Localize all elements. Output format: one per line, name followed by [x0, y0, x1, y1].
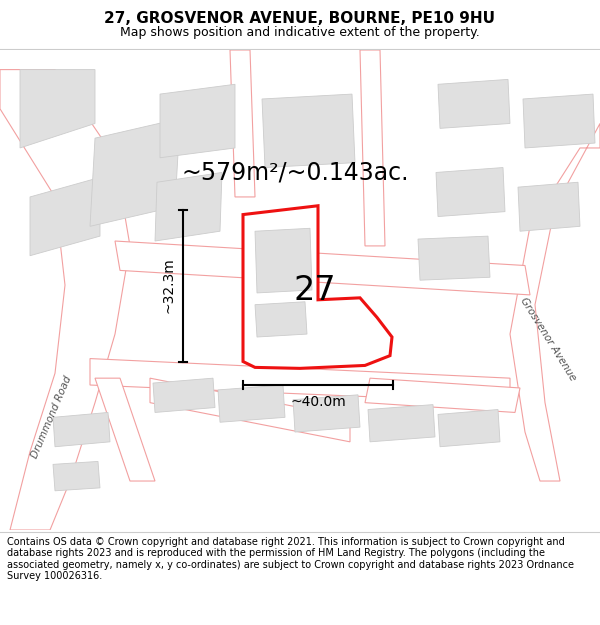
Polygon shape [0, 69, 130, 530]
Text: Grosvenor Avenue: Grosvenor Avenue [518, 296, 578, 382]
Polygon shape [150, 378, 350, 442]
Text: ~40.0m: ~40.0m [290, 395, 346, 409]
Text: 27, GROSVENOR AVENUE, BOURNE, PE10 9HU: 27, GROSVENOR AVENUE, BOURNE, PE10 9HU [104, 11, 496, 26]
Text: Map shows position and indicative extent of the property.: Map shows position and indicative extent… [120, 26, 480, 39]
Text: ~579m²/~0.143ac.: ~579m²/~0.143ac. [181, 161, 409, 184]
Polygon shape [438, 79, 510, 128]
Text: ~32.3m: ~32.3m [161, 258, 175, 314]
Polygon shape [360, 50, 385, 246]
Polygon shape [160, 84, 235, 158]
Polygon shape [365, 378, 520, 412]
Polygon shape [436, 168, 505, 216]
Polygon shape [230, 50, 255, 197]
Polygon shape [30, 177, 100, 256]
Polygon shape [510, 124, 600, 481]
Polygon shape [523, 94, 595, 148]
Polygon shape [153, 378, 215, 412]
Polygon shape [243, 206, 392, 368]
Polygon shape [255, 302, 307, 337]
Polygon shape [53, 412, 110, 447]
Polygon shape [418, 236, 490, 280]
Polygon shape [255, 228, 312, 293]
Text: 27: 27 [293, 274, 337, 306]
Polygon shape [95, 378, 155, 481]
Text: Drummond Road: Drummond Road [30, 374, 74, 460]
Polygon shape [438, 409, 500, 447]
Polygon shape [293, 395, 360, 432]
Polygon shape [368, 404, 435, 442]
Polygon shape [53, 461, 100, 491]
Polygon shape [155, 173, 222, 241]
Polygon shape [20, 69, 95, 148]
Polygon shape [115, 241, 530, 295]
Polygon shape [218, 385, 285, 423]
Polygon shape [518, 182, 580, 231]
Polygon shape [262, 94, 355, 168]
Text: Contains OS data © Crown copyright and database right 2021. This information is : Contains OS data © Crown copyright and d… [7, 537, 574, 581]
Polygon shape [90, 359, 510, 403]
Polygon shape [90, 119, 180, 226]
